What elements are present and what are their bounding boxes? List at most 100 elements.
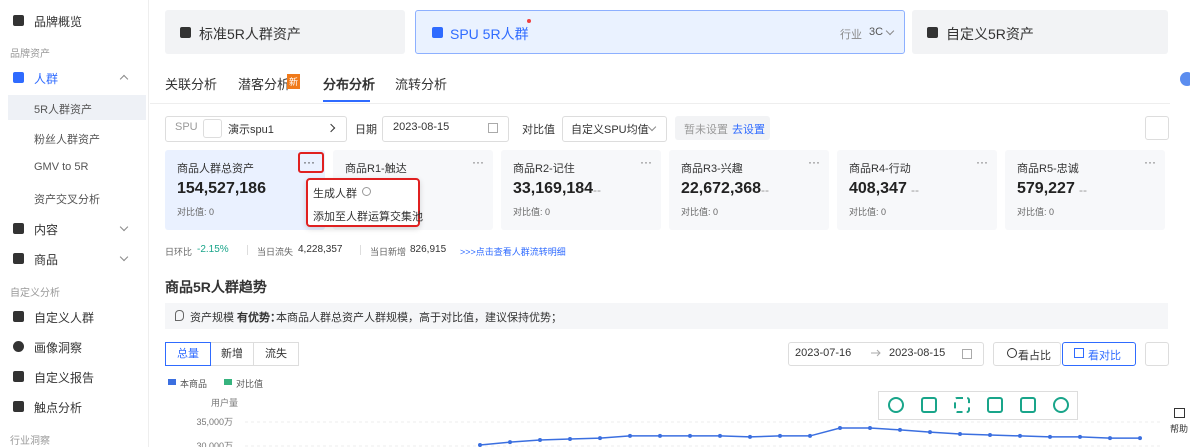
date-range[interactable] xyxy=(788,342,984,366)
tab-underline xyxy=(323,100,370,102)
flow-link[interactable]: >>>点击查看人群流转明细 xyxy=(460,247,566,257)
stat-label: 当日流失 xyxy=(257,247,294,257)
more-button[interactable]: ··· xyxy=(303,155,315,169)
point xyxy=(538,438,542,442)
nav-selected xyxy=(8,95,146,120)
segment[interactable]: 流失 xyxy=(253,342,299,366)
header-tab-label: SPU 5R人群 xyxy=(450,26,529,42)
nav-item[interactable]: 触点分析 xyxy=(34,401,83,415)
arrow-icon xyxy=(871,349,881,357)
point xyxy=(628,433,632,438)
metric-value: 22,672,368 xyxy=(681,180,762,197)
point xyxy=(1138,436,1142,441)
sub-tab-active[interactable]: 分布分析 xyxy=(323,77,376,92)
point xyxy=(778,433,782,438)
metric-card[interactable] xyxy=(1005,150,1165,230)
point xyxy=(1048,434,1052,439)
point xyxy=(898,427,902,432)
nav-item[interactable]: 5R人群资产 xyxy=(34,104,93,116)
toolbar-button[interactable] xyxy=(1020,397,1036,413)
nav-item[interactable]: GMV to 5R xyxy=(34,161,89,173)
sub-tab[interactable]: 潜客分析 xyxy=(238,77,291,92)
more-button[interactable]: ··· xyxy=(1144,155,1156,169)
export-button[interactable] xyxy=(1145,116,1169,140)
more-button[interactable]: ··· xyxy=(808,155,820,169)
y-axis-title: 用户量 xyxy=(211,397,238,408)
stat-value: 4,228,357 xyxy=(298,244,343,255)
nav-section: 行业洞察 xyxy=(10,436,50,447)
more-button[interactable]: ··· xyxy=(472,155,484,169)
segment[interactable]: 新增 xyxy=(209,342,255,366)
sub-tab[interactable]: 流转分析 xyxy=(395,77,448,92)
segment-active[interactable]: 总量 xyxy=(165,342,211,366)
y-tick-label: 30,000万 xyxy=(196,441,233,447)
metric-delta: -- xyxy=(761,183,769,197)
sidebar xyxy=(0,0,149,447)
date-end: 2023-08-15 xyxy=(889,347,946,359)
nav-item[interactable]: 画像洞察 xyxy=(34,341,83,355)
metric-card[interactable] xyxy=(837,150,997,230)
metric-compare: 对比值: 0 xyxy=(849,207,887,217)
metric-title: 商品R3-兴趣 xyxy=(681,163,743,175)
nav-item[interactable]: 自定义人群 xyxy=(34,311,95,325)
icon xyxy=(13,253,24,264)
icon xyxy=(13,371,24,382)
popup-menu xyxy=(306,178,420,227)
point xyxy=(958,432,962,436)
nav-item[interactable]: 商品 xyxy=(34,253,59,267)
date-label: 日期 xyxy=(355,124,377,136)
toolbar-button[interactable] xyxy=(987,397,1003,413)
header-tab[interactable] xyxy=(912,10,1168,54)
sub-tab[interactable]: 关联分析 xyxy=(165,77,218,92)
nav-item[interactable]: 内容 xyxy=(34,223,59,237)
stat-value: -2.15% xyxy=(197,244,229,255)
metric-compare: 对比值: 0 xyxy=(1017,207,1055,217)
nav-item[interactable]: 粉丝人群资产 xyxy=(34,134,100,146)
set-link[interactable]: 去设置 xyxy=(732,124,765,136)
view-button[interactable] xyxy=(993,342,1061,366)
view-label: 看占比 xyxy=(1018,350,1051,362)
more-button[interactable]: ··· xyxy=(640,155,652,169)
toolbar-button[interactable] xyxy=(888,397,904,413)
chart-toolbar xyxy=(878,391,1078,420)
date-picker[interactable] xyxy=(382,116,509,142)
more-button[interactable]: ··· xyxy=(976,155,988,169)
calendar-icon xyxy=(488,123,498,133)
compare-label: 对比值 xyxy=(522,124,555,136)
menu-item[interactable]: 添加至人群运算交集池 xyxy=(313,211,423,223)
insight-label: 资产规模 xyxy=(190,312,234,324)
industry-value[interactable]: 3C xyxy=(869,26,884,38)
metric-delta: -- xyxy=(1079,183,1087,197)
point xyxy=(748,434,752,439)
nav-item[interactable]: 品牌概览 xyxy=(34,15,83,29)
metric-card[interactable] xyxy=(501,150,661,230)
separator xyxy=(247,245,248,255)
metric-value: 154,527,186 xyxy=(177,180,266,197)
menu-item[interactable]: 生成人群 xyxy=(313,188,357,200)
toolbar-button[interactable] xyxy=(1053,397,1069,413)
header-tab-active[interactable] xyxy=(415,10,905,54)
icon xyxy=(927,27,938,38)
nav-item[interactable]: 人群 xyxy=(34,72,59,86)
legend-label: 本商品 xyxy=(180,379,208,389)
toolbar-button[interactable] xyxy=(921,397,937,413)
point xyxy=(658,433,662,438)
nav-item[interactable]: 资产交叉分析 xyxy=(34,194,100,206)
line xyxy=(479,427,1140,446)
section-title: 商品5R人群趋势 xyxy=(165,279,267,295)
spu-select[interactable] xyxy=(165,116,347,142)
point xyxy=(928,430,932,435)
metric-card[interactable] xyxy=(669,150,829,230)
header-tab-label: 自定义5R资产 xyxy=(946,26,1034,42)
floating-icon[interactable] xyxy=(1180,72,1190,86)
compare-select[interactable] xyxy=(562,116,667,142)
insight-strong: 有优势： xyxy=(237,312,281,324)
header-tab[interactable] xyxy=(165,10,405,54)
metric-title: 商品R4-行动 xyxy=(849,163,911,175)
nav-item[interactable]: 自定义报告 xyxy=(34,371,95,385)
metric-value: 579,227 xyxy=(1017,180,1075,197)
toolbar-button[interactable] xyxy=(954,397,970,413)
legend-swatch xyxy=(224,379,232,385)
icon xyxy=(13,401,24,412)
export-button[interactable] xyxy=(1145,342,1169,366)
